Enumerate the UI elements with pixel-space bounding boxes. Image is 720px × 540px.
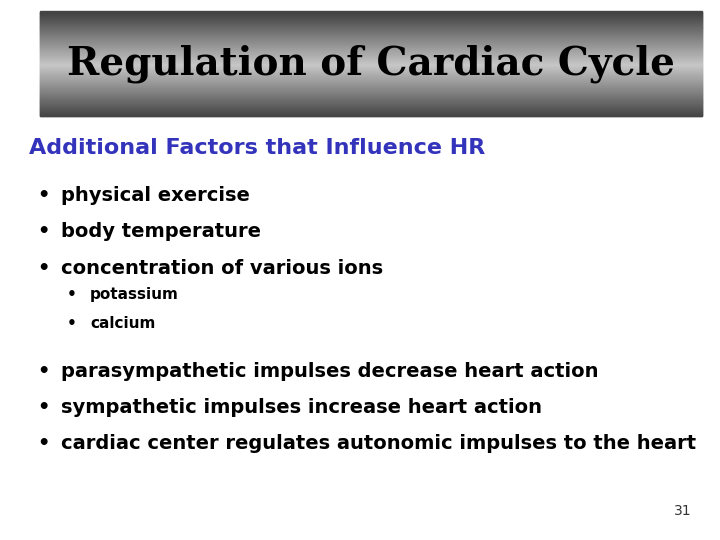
Text: physical exercise: physical exercise	[61, 186, 250, 205]
Text: parasympathetic impulses decrease heart action: parasympathetic impulses decrease heart …	[61, 362, 599, 381]
Text: •: •	[67, 287, 77, 302]
Text: Additional Factors that Influence HR: Additional Factors that Influence HR	[29, 138, 485, 158]
Text: Regulation of Cardiac Cycle: Regulation of Cardiac Cycle	[67, 45, 675, 83]
Text: potassium: potassium	[90, 287, 179, 302]
Text: sympathetic impulses increase heart action: sympathetic impulses increase heart acti…	[61, 398, 542, 417]
Text: •: •	[37, 362, 50, 381]
Text: cardiac center regulates autonomic impulses to the heart: cardiac center regulates autonomic impul…	[61, 434, 696, 453]
Text: •: •	[37, 398, 50, 417]
Text: •: •	[37, 259, 50, 278]
Text: •: •	[67, 316, 77, 331]
Text: concentration of various ions: concentration of various ions	[61, 259, 383, 278]
Text: •: •	[37, 186, 50, 205]
Text: calcium: calcium	[90, 316, 156, 331]
Text: body temperature: body temperature	[61, 222, 261, 241]
Text: •: •	[37, 222, 50, 241]
Text: •: •	[37, 434, 50, 453]
Text: 31: 31	[674, 504, 691, 518]
